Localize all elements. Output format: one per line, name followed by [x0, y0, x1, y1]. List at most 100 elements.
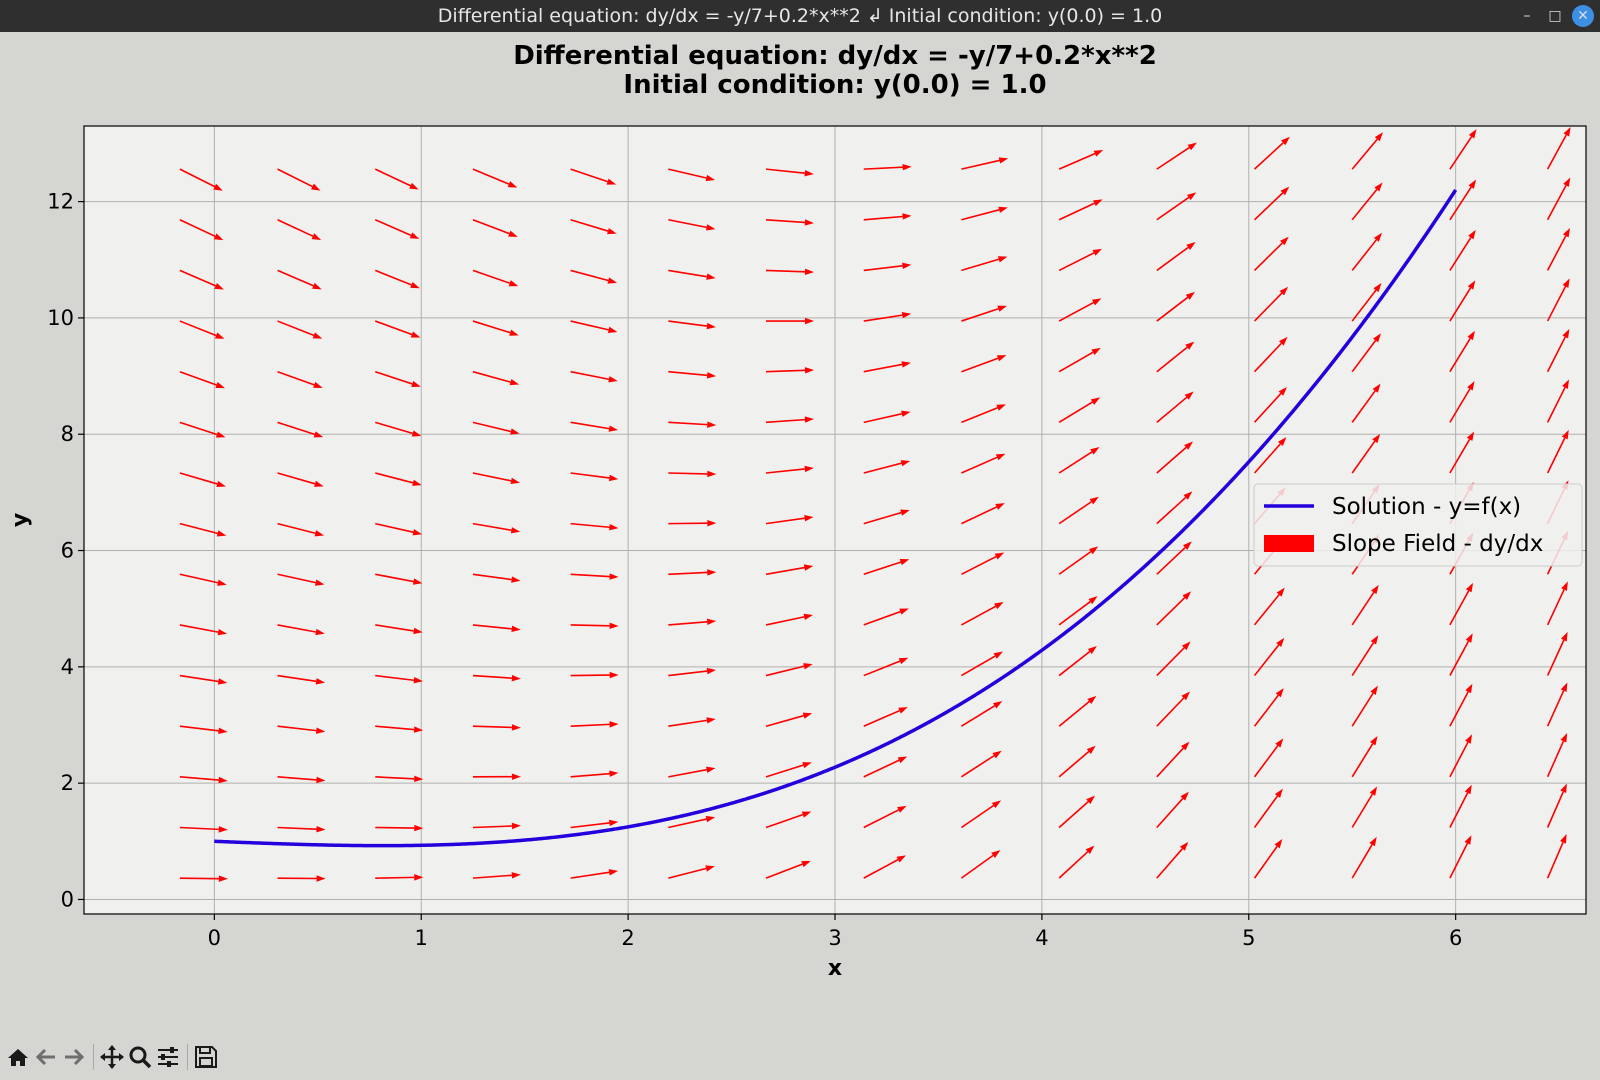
y-axis: 0 2 4 6 8 10 12: [47, 190, 84, 911]
back-arrow-icon: [35, 1048, 55, 1066]
slope-arrow: [179, 624, 228, 636]
configure-subplots-icon: [158, 1047, 178, 1067]
slope-arrow: [179, 370, 225, 389]
slope-arrow: [374, 320, 421, 338]
slope-arrow: [375, 370, 421, 387]
slope-arrow: [1058, 546, 1099, 575]
zoom-button[interactable]: [127, 1044, 153, 1070]
slope-arrow: [961, 453, 1006, 474]
slope-arrow: [570, 770, 619, 778]
slope-arrow: [765, 613, 814, 626]
slope-arrow: [570, 219, 617, 235]
slope-arrow: [179, 674, 228, 685]
slope-arrow: [765, 564, 814, 576]
slope-arrow: [863, 756, 908, 778]
slope-arrow: [1156, 841, 1189, 879]
slope-arrow: [1546, 227, 1570, 271]
slope-arrow: [668, 519, 717, 527]
slope-arrow: [1156, 791, 1189, 829]
legend: Solution - y=f(x) Slope Field - dy/dx: [1253, 483, 1583, 567]
slope-arrow: [668, 766, 716, 778]
slope-arrow: [960, 800, 1002, 829]
slope-arrow: [570, 320, 618, 334]
slope-arrow: [1058, 150, 1104, 170]
slope-arrow: [1058, 397, 1101, 424]
slope-arrow: [179, 725, 228, 734]
slope-arrow: [570, 522, 619, 531]
minimize-button[interactable]: –: [1523, 8, 1531, 24]
configure-subplots-button[interactable]: [155, 1044, 181, 1070]
slope-arrow: [1156, 391, 1194, 423]
legend-box: [1253, 483, 1583, 567]
y-axis-label: y: [8, 513, 33, 527]
slope-arrow: [668, 667, 717, 677]
solution-line: [214, 188, 1458, 848]
slope-arrow: [1546, 732, 1568, 778]
slope-arrow: [863, 164, 912, 171]
slope-arrow: [863, 262, 912, 272]
slope-arrow: [472, 421, 520, 435]
slope-arrow: [1546, 379, 1570, 423]
slope-arrow: [1449, 784, 1472, 828]
slope-arrow: [1156, 441, 1193, 474]
slope-arrow: [472, 168, 518, 188]
pan-icon: [100, 1045, 124, 1069]
save-button[interactable]: [193, 1044, 219, 1070]
slope-arrow: [668, 470, 717, 478]
slope-arrow: [1156, 541, 1192, 575]
slope-arrow: [961, 701, 1003, 727]
slope-arrow: [1449, 734, 1473, 778]
slope-arrow: [863, 707, 908, 727]
slope-arrow: [1449, 280, 1476, 322]
slope-arrow: [1351, 182, 1383, 221]
slope-arrow: [765, 811, 812, 829]
pan-button[interactable]: [99, 1044, 125, 1070]
back-button[interactable]: [33, 1044, 59, 1070]
slope-arrow: [1449, 431, 1475, 474]
slope-arrow: [570, 269, 618, 284]
slope-arrow: [961, 404, 1006, 424]
slope-arrow: [766, 268, 815, 275]
slope-arrow: [375, 725, 424, 733]
slope-arrow: [1156, 741, 1190, 778]
slope-arrow: [1449, 129, 1477, 170]
maximize-button[interactable]: □: [1548, 8, 1562, 24]
close-button[interactable]: ✕: [1572, 5, 1594, 27]
slope-arrow: [1058, 199, 1103, 221]
slope-arrow: [961, 503, 1005, 525]
slope-arrow: [668, 815, 716, 829]
slope-arrow: [375, 421, 422, 437]
slope-arrow: [472, 872, 521, 879]
slope-arrow: [668, 421, 717, 428]
slope-arrow: [766, 367, 815, 374]
legend-patch-swatch: [1264, 535, 1314, 552]
slope-arrow: [1449, 179, 1477, 221]
x-tick-label: 6: [1449, 926, 1462, 950]
slope-arrow: [863, 460, 911, 474]
slope-arrow: [277, 725, 326, 734]
slope-arrow: [1449, 229, 1476, 271]
slope-arrow: [1156, 192, 1197, 221]
slope-arrow: [277, 573, 325, 586]
slope-arrow: [375, 522, 423, 536]
slope-arrow: [1058, 795, 1096, 829]
slope-arrow: [961, 305, 1007, 322]
slope-arrow: [1351, 635, 1379, 676]
slope-arrow: [277, 421, 324, 438]
slope-arrow: [472, 219, 518, 237]
slope-arrow: [960, 750, 1002, 778]
slope-arrow: [863, 311, 912, 322]
slope-arrow: [1449, 683, 1473, 727]
slope-arrow: [960, 850, 1001, 879]
slope-arrow: [375, 573, 423, 585]
slope-arrow: [1351, 433, 1381, 474]
slope-arrow: [277, 269, 322, 290]
slope-arrow: [863, 559, 910, 576]
slope-arrow: [1156, 341, 1195, 373]
slope-arrow: [863, 855, 906, 879]
y-tick-label: 10: [47, 306, 74, 330]
home-button[interactable]: [5, 1044, 31, 1070]
slope-arrow: [277, 624, 325, 636]
slope-arrow: [765, 712, 813, 727]
forward-button[interactable]: [61, 1044, 87, 1070]
